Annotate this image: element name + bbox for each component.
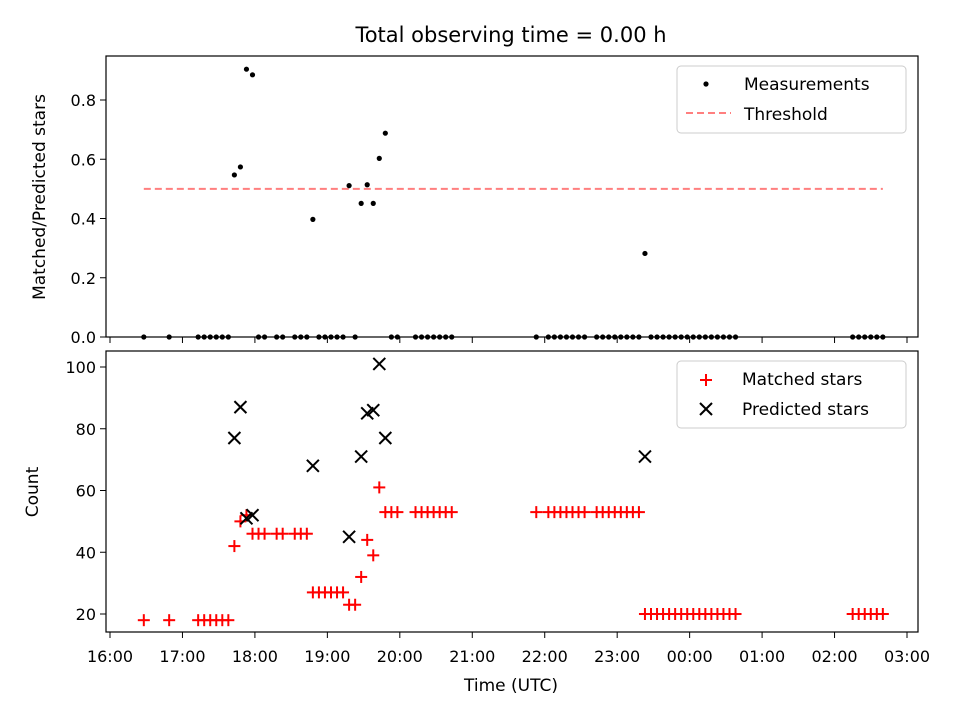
x-tick-label: 16:00 [87,647,133,666]
count-legend: Matched stars Predicted stars [676,360,907,429]
x-tick-label: 18:00 [232,647,278,666]
ratio-legend: Measurements Threshold [676,65,907,134]
legend-label-predicted: Predicted stars [742,400,869,420]
x-tick-label: 23:00 [594,647,640,666]
ratio-plot-frame [105,55,919,338]
predicted-star-point [366,403,380,417]
count-panel: Count Time (UTC) 20 40 60 80 100 16:00 17:00 18… [23,350,930,696]
x-tick-label: 22:00 [522,647,568,666]
legend-marker-measurements [703,81,709,87]
y-axis-label-count: Count [23,466,43,517]
matched-star-point [258,527,271,540]
y-axis-label-ratio: Matched/Predicted stars [30,94,50,300]
measurement-point [358,200,364,206]
matched-star-point [632,506,645,519]
x-tick-label: 19:00 [304,647,350,666]
count-plot-frame [105,350,919,633]
matched-star-point [367,549,380,562]
matched-star-point [137,614,150,627]
predicted-star-point [227,431,242,445]
x-tick-label: 01:00 [739,647,785,666]
x-axis-label: Time (UTC) [463,676,558,696]
matched-star-point [361,533,374,546]
ratio-plot-marks [141,66,886,340]
measurement-point [243,66,250,72]
matched-star-point [300,527,313,540]
count-y-tick-label: 20 [76,605,96,624]
matched-star-point [222,614,235,627]
matched-star-point [530,506,543,519]
predicted-star-point [372,357,386,371]
matched-star-point [349,598,362,611]
predicted-star-point [245,508,260,522]
ratio-y-tick-label: 0.6 [71,150,96,169]
measurement-point [231,172,237,178]
matched-star-point [729,608,742,620]
x-tick-label: 17:00 [159,647,205,666]
x-tick-label: 20:00 [377,647,423,666]
predicted-star-point [638,449,652,464]
measurement-point [376,155,382,161]
measurement-point [237,164,244,170]
measurement-point [370,200,376,206]
legend-marker-matched [700,374,712,386]
matched-star-point [228,540,241,553]
ratio-legend-box [676,65,907,134]
measurement-point [249,72,256,78]
legend-marker-predicted [699,402,713,416]
legend-label-matched: Matched stars [742,370,862,390]
predicted-star-point [342,530,356,544]
count-axis-ticks: 20 40 60 80 100 16:00 17:00 18:00 19:00 20:00 21:0… [65,358,930,666]
measurement-point [346,183,352,189]
matched-star-point [355,570,368,583]
matched-star-point [445,506,458,519]
legend-label-threshold: Threshold [743,105,828,125]
matched-star-point [391,506,404,519]
measurement-point [642,250,648,257]
x-tick-label: 03:00 [884,647,930,666]
legend-label-measurements: Measurements [744,75,870,95]
x-tick-label: 02:00 [811,647,857,666]
ratio-y-tick-label: 0.0 [71,328,96,347]
count-y-tick-label: 60 [76,482,96,501]
measurement-point [310,216,316,222]
ratio-y-tick-label: 0.8 [71,91,96,110]
matched-star-point [876,608,889,620]
count-legend-box [676,360,907,429]
count-plot-marks [137,357,889,627]
predicted-star-point [378,431,393,445]
x-tick-label: 00:00 [667,647,713,666]
matched-star-point [373,481,386,494]
matched-star-point [163,614,176,627]
count-y-tick-label: 80 [76,420,96,439]
count-y-tick-label: 100 [65,358,96,377]
ratio-panel: Total observing time = 0.00 h Matched/Pr… [30,23,919,347]
measurement-point [364,182,370,188]
ratio-y-tick-label: 0.2 [71,269,96,288]
predicted-star-point [306,459,320,473]
ratio-axis-ticks: 0.0 0.2 0.4 0.6 0.8 [71,91,908,347]
count-y-tick-label: 40 [76,543,96,562]
predicted-star-point [354,449,368,464]
matched-star-point [337,586,350,599]
matched-star-point [578,506,591,519]
measurement-point [382,130,388,136]
x-tick-label: 21:00 [449,647,495,666]
ratio-y-tick-label: 0.4 [71,210,96,229]
predicted-star-point [233,400,248,414]
matched-star-point [276,527,289,540]
chart-title: Total observing time = 0.00 h [354,23,666,47]
